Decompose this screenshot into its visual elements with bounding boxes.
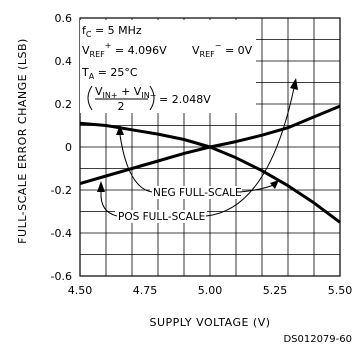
- vrefm-sub: REF: [200, 50, 216, 59]
- y-tick-labels: 0.6 0.4 0.2 0 -0.2 -0.4 -0.6: [51, 12, 72, 283]
- x-tick-label: 4.75: [133, 284, 158, 297]
- ta-sub: A: [89, 72, 95, 81]
- neg-leader-left: [119, 134, 153, 193]
- vrefm-symbol: V: [192, 44, 200, 57]
- y-tick-label: 0.4: [55, 55, 73, 68]
- ta-symbol: T: [81, 66, 89, 79]
- vin-a-sub: IN+: [103, 91, 118, 100]
- left-paren: [87, 85, 93, 111]
- pos-leader-left: [100, 191, 118, 217]
- vin-plus: +: [118, 85, 134, 98]
- vrefp-symbol: V: [82, 44, 90, 57]
- vin-b-sub: IN−: [141, 91, 156, 100]
- svg-text:VIN+ + VIN−: VIN+ + VIN−: [95, 85, 156, 100]
- fc-symbol: f: [82, 24, 87, 37]
- fc-value: = 5 MHz: [91, 24, 141, 37]
- plot-border: [79, 17, 341, 277]
- x-tick-label: 5.00: [198, 284, 223, 297]
- pos-leader-right-arrow: [290, 78, 298, 90]
- vrefp-sub: REF: [90, 50, 106, 59]
- x-tick-label: 5.25: [263, 284, 288, 297]
- neg-full-scale-label: NEG FULL-SCALE: [153, 187, 242, 199]
- x-axis-title: SUPPLY VOLTAGE (V): [149, 316, 270, 329]
- conditions-annotation: fC = 5 MHz VREF+ = 4.096V VREF− = 0V TA …: [80, 20, 256, 113]
- x-tick-label: 4.50: [68, 284, 93, 297]
- y-tick-label: -0.2: [51, 184, 72, 197]
- y-tick-label: 0: [65, 141, 72, 154]
- right-paren: [149, 85, 155, 111]
- vin-denominator: 2: [118, 100, 125, 113]
- vrefm-value: = 0V: [221, 44, 252, 57]
- svg-text:VREF− = 0V: VREF− = 0V: [192, 41, 253, 59]
- vrefp-sup: +: [105, 41, 112, 50]
- ta-value: = 25°C: [94, 66, 138, 79]
- neg-leader-right-arrow: [270, 180, 279, 189]
- vrefm-sup: −: [215, 41, 222, 50]
- neg-leader-right: [239, 183, 277, 193]
- y-tick-label: 0.2: [55, 98, 73, 111]
- pos-full-scale-label: POS FULL-SCALE: [118, 211, 205, 223]
- vrefp-value: = 4.096V: [111, 44, 167, 57]
- svg-text:fC = 5 MHz: fC = 5 MHz: [82, 24, 142, 39]
- pos-leader-right: [205, 87, 295, 217]
- vin-b-symbol: V: [134, 85, 142, 98]
- vin-a-symbol: V: [95, 85, 103, 98]
- svg-text:TA = 25°C: TA = 25°C: [81, 66, 138, 81]
- series-pos-full-scale-line: [79, 104, 341, 186]
- document-code: DS012079-60: [283, 334, 352, 345]
- y-tick-label: -0.6: [51, 270, 72, 283]
- x-tick-label: 5.50: [328, 284, 353, 297]
- series: [79, 104, 341, 224]
- plot-frame: [79, 17, 341, 277]
- y-tick-label: -0.4: [51, 227, 72, 240]
- pos-leader-left-arrow: [97, 181, 105, 192]
- x-tick-labels: 4.50 4.75 5.00 5.25 5.50: [68, 284, 353, 297]
- fc-sub: C: [86, 30, 92, 39]
- y-tick-label: 0.6: [55, 12, 73, 25]
- vin-value: = 2.048V: [159, 93, 211, 106]
- neg-leader-left-arrow: [116, 125, 124, 135]
- svg-text:VREF+ = 4.096V: VREF+ = 4.096V: [82, 41, 167, 59]
- series-annotations: NEG FULL-SCALE POS FULL-SCALE: [97, 78, 298, 223]
- y-axis-title: FULL-SCALE ERROR CHANGE (LSB): [16, 38, 29, 244]
